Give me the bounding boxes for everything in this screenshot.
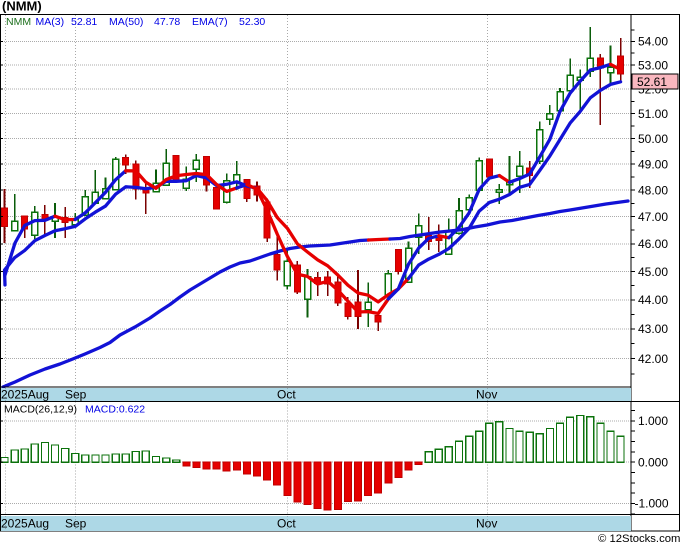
svg-text:Nov: Nov (476, 388, 497, 402)
svg-text:MA(3): MA(3) (36, 16, 65, 28)
svg-text:Sep: Sep (65, 388, 87, 402)
svg-text:Oct: Oct (277, 517, 296, 531)
svg-text:EMA(7): EMA(7) (192, 16, 228, 28)
svg-text:51.00: 51.00 (638, 107, 668, 121)
svg-text:© 12Stocks.com: © 12Stocks.com (598, 533, 680, 545)
svg-text:NMM: NMM (6, 16, 31, 28)
svg-text:Oct: Oct (277, 388, 296, 402)
svg-text:53.00: 53.00 (638, 58, 668, 72)
svg-text:50.00: 50.00 (638, 132, 668, 146)
svg-text:2025Aug: 2025Aug (1, 388, 49, 402)
svg-text:52.61: 52.61 (637, 75, 667, 89)
svg-text:48.00: 48.00 (638, 183, 668, 197)
svg-text:47.78: 47.78 (154, 16, 180, 28)
svg-text:42.00: 42.00 (638, 352, 668, 366)
svg-text:43.00: 43.00 (638, 322, 668, 336)
svg-text:45.00: 45.00 (638, 265, 668, 279)
svg-text:MA(50): MA(50) (109, 16, 143, 28)
svg-text:MACD(26,12,9): MACD(26,12,9) (4, 404, 77, 416)
svg-text:52.81: 52.81 (71, 16, 97, 28)
svg-text:1.000: 1.000 (638, 414, 668, 428)
svg-text:-1.000: -1.000 (635, 497, 669, 511)
svg-text:52.30: 52.30 (239, 16, 265, 28)
svg-text:49.00: 49.00 (638, 157, 668, 171)
svg-text:Sep: Sep (65, 517, 87, 531)
svg-text:(NMM): (NMM) (2, 0, 42, 14)
svg-text:44.00: 44.00 (638, 293, 668, 307)
svg-text:46.00: 46.00 (638, 237, 668, 251)
svg-text:0.000: 0.000 (638, 455, 668, 469)
svg-text:2025Aug: 2025Aug (1, 517, 49, 531)
svg-text:54.00: 54.00 (638, 35, 668, 49)
svg-text:Nov: Nov (476, 517, 497, 531)
svg-text:MACD:0.622: MACD:0.622 (85, 404, 145, 416)
svg-text:47.00: 47.00 (638, 210, 668, 224)
